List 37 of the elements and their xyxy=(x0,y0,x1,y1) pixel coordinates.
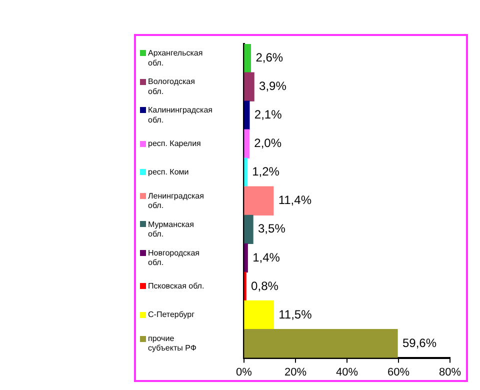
y-tick-label: Калининградская обл. xyxy=(148,106,212,124)
data-label: 3,5% xyxy=(258,222,286,236)
data-label: 2,1% xyxy=(254,108,282,122)
data-label: 2,6% xyxy=(256,50,284,65)
bar xyxy=(244,300,274,330)
bar xyxy=(244,72,254,102)
y-tick-label: С-Петербург xyxy=(148,310,195,320)
y-tick-label: Новгородская обл. xyxy=(148,248,200,267)
x-tick-label: 80% xyxy=(438,366,462,378)
data-label: 11,5% xyxy=(278,307,312,322)
y-tick-label: респ. Карелия xyxy=(148,139,201,148)
bar xyxy=(244,129,250,158)
y-tick-label: прочие субъекты РФ xyxy=(148,334,196,353)
data-label: 59,6% xyxy=(402,336,437,350)
x-tick-label: 0% xyxy=(236,366,252,378)
bar xyxy=(244,44,252,73)
bar xyxy=(244,100,250,130)
bar xyxy=(244,158,248,187)
y-tick-label: Ленинградская обл. xyxy=(148,191,204,210)
x-tick-label: 60% xyxy=(387,366,410,378)
x-tick-label: 40% xyxy=(336,366,358,378)
y-tick-label: респ. Коми xyxy=(148,168,189,177)
data-label: 2,0% xyxy=(254,136,282,150)
data-label: 1,2% xyxy=(252,164,280,179)
bar xyxy=(244,214,254,244)
data-label: 0,8% xyxy=(251,278,279,293)
y-tick-label: Архангельская обл. xyxy=(148,48,203,68)
y-tick-label: Мурманская обл. xyxy=(148,220,194,238)
bar xyxy=(244,186,274,216)
data-label: 3,9% xyxy=(259,79,287,94)
data-label: 11,4% xyxy=(278,193,312,208)
data-label: 1,4% xyxy=(252,250,280,264)
y-tick-label: Псковская обл. xyxy=(148,282,204,291)
bar xyxy=(244,243,248,273)
y-tick-label: Вологодская обл. xyxy=(148,77,195,96)
x-tick-label: 20% xyxy=(284,366,307,378)
bar xyxy=(244,328,398,358)
